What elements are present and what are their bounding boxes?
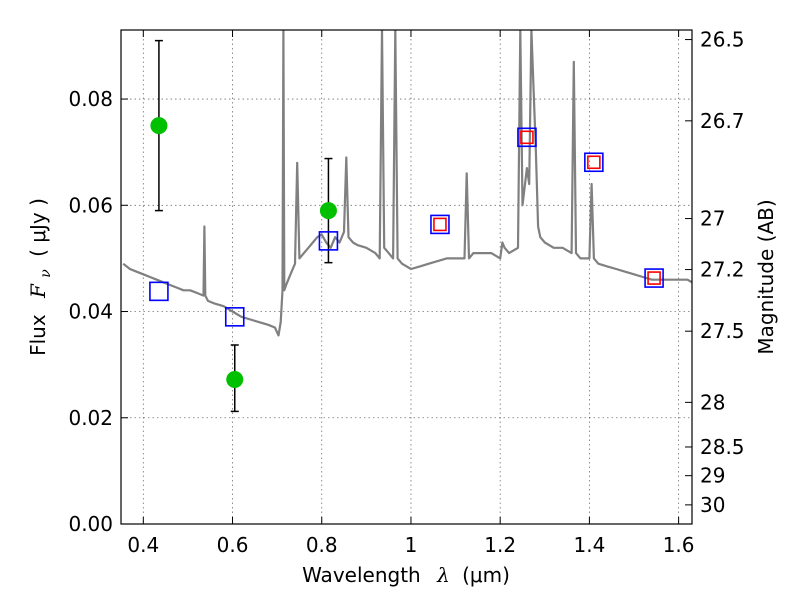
model-square-red (433, 217, 447, 232)
model-square-blue (224, 307, 245, 327)
model-square-blue (644, 268, 664, 288)
plot-frame (120, 29, 693, 525)
photometry-point (226, 371, 244, 389)
model-square-blue (584, 152, 604, 173)
x-tick-label: 1.6 (663, 533, 695, 557)
x-tick-label: 0.4 (127, 533, 159, 557)
ticks (121, 30, 692, 525)
model-square-red (587, 155, 601, 170)
spectrum-line (122, 30, 692, 337)
y2-tick-label: 27.5 (700, 319, 745, 343)
y2-tick-label: 26.7 (700, 109, 745, 133)
plot-area (122, 30, 692, 337)
x-tick-label: 0.6 (217, 533, 249, 557)
y2-tick-label: 29 (700, 464, 725, 488)
model-square-red (520, 130, 534, 145)
x-tick-label: 1.2 (484, 533, 516, 557)
photometry-point (150, 117, 168, 135)
y2-tick-label: 26.5 (700, 28, 745, 52)
grid (121, 30, 692, 525)
y-axis-title: Flux F ν ( μJy ) (26, 198, 55, 356)
model-square-blue (430, 214, 450, 235)
y2-tick-label: 30 (700, 493, 725, 517)
photometry-point (319, 202, 337, 220)
y2-axis-title: Magnitude (AB) (754, 199, 778, 354)
y-axis-label: Flux (26, 314, 50, 356)
x-tick-label: 1 (405, 533, 418, 557)
y2-tick-label: 27 (700, 207, 725, 231)
markers (149, 39, 664, 413)
model-square-red (647, 271, 661, 285)
model-square-blue (517, 127, 537, 148)
y2-tick-label: 27.2 (700, 258, 745, 282)
y-axis-unit: ( μJy ) (26, 198, 50, 257)
y-tick-label: 0.06 (68, 193, 113, 217)
x-tick-label: 1.4 (573, 533, 605, 557)
y-tick-label: 0.00 (68, 512, 113, 536)
y-tick-label: 0.04 (68, 300, 113, 324)
x-axis-title: Wavelength λ (μm) (302, 563, 510, 587)
y-axis-subscript: ν (38, 269, 54, 278)
x-tick-label: 0.8 (306, 533, 338, 557)
y-axis-symbol: F (26, 283, 50, 299)
model-square-blue (149, 281, 169, 302)
model-square-blue (318, 231, 339, 251)
y-tick-label: 0.02 (68, 406, 113, 430)
x-axis-unit: (μm) (462, 563, 510, 587)
x-axis-label: Wavelength (302, 563, 421, 587)
tick-labels: 0.4 0.6 0.8 1 1.2 1.4 1.6 0.00 0.02 0.04 0.06 0.08 2… (68, 28, 744, 557)
y2-tick-label: 28 (700, 390, 725, 414)
y2-tick-label: 28.5 (700, 435, 745, 459)
y-tick-label: 0.08 (68, 87, 113, 111)
x-axis-symbol: λ (436, 563, 450, 587)
